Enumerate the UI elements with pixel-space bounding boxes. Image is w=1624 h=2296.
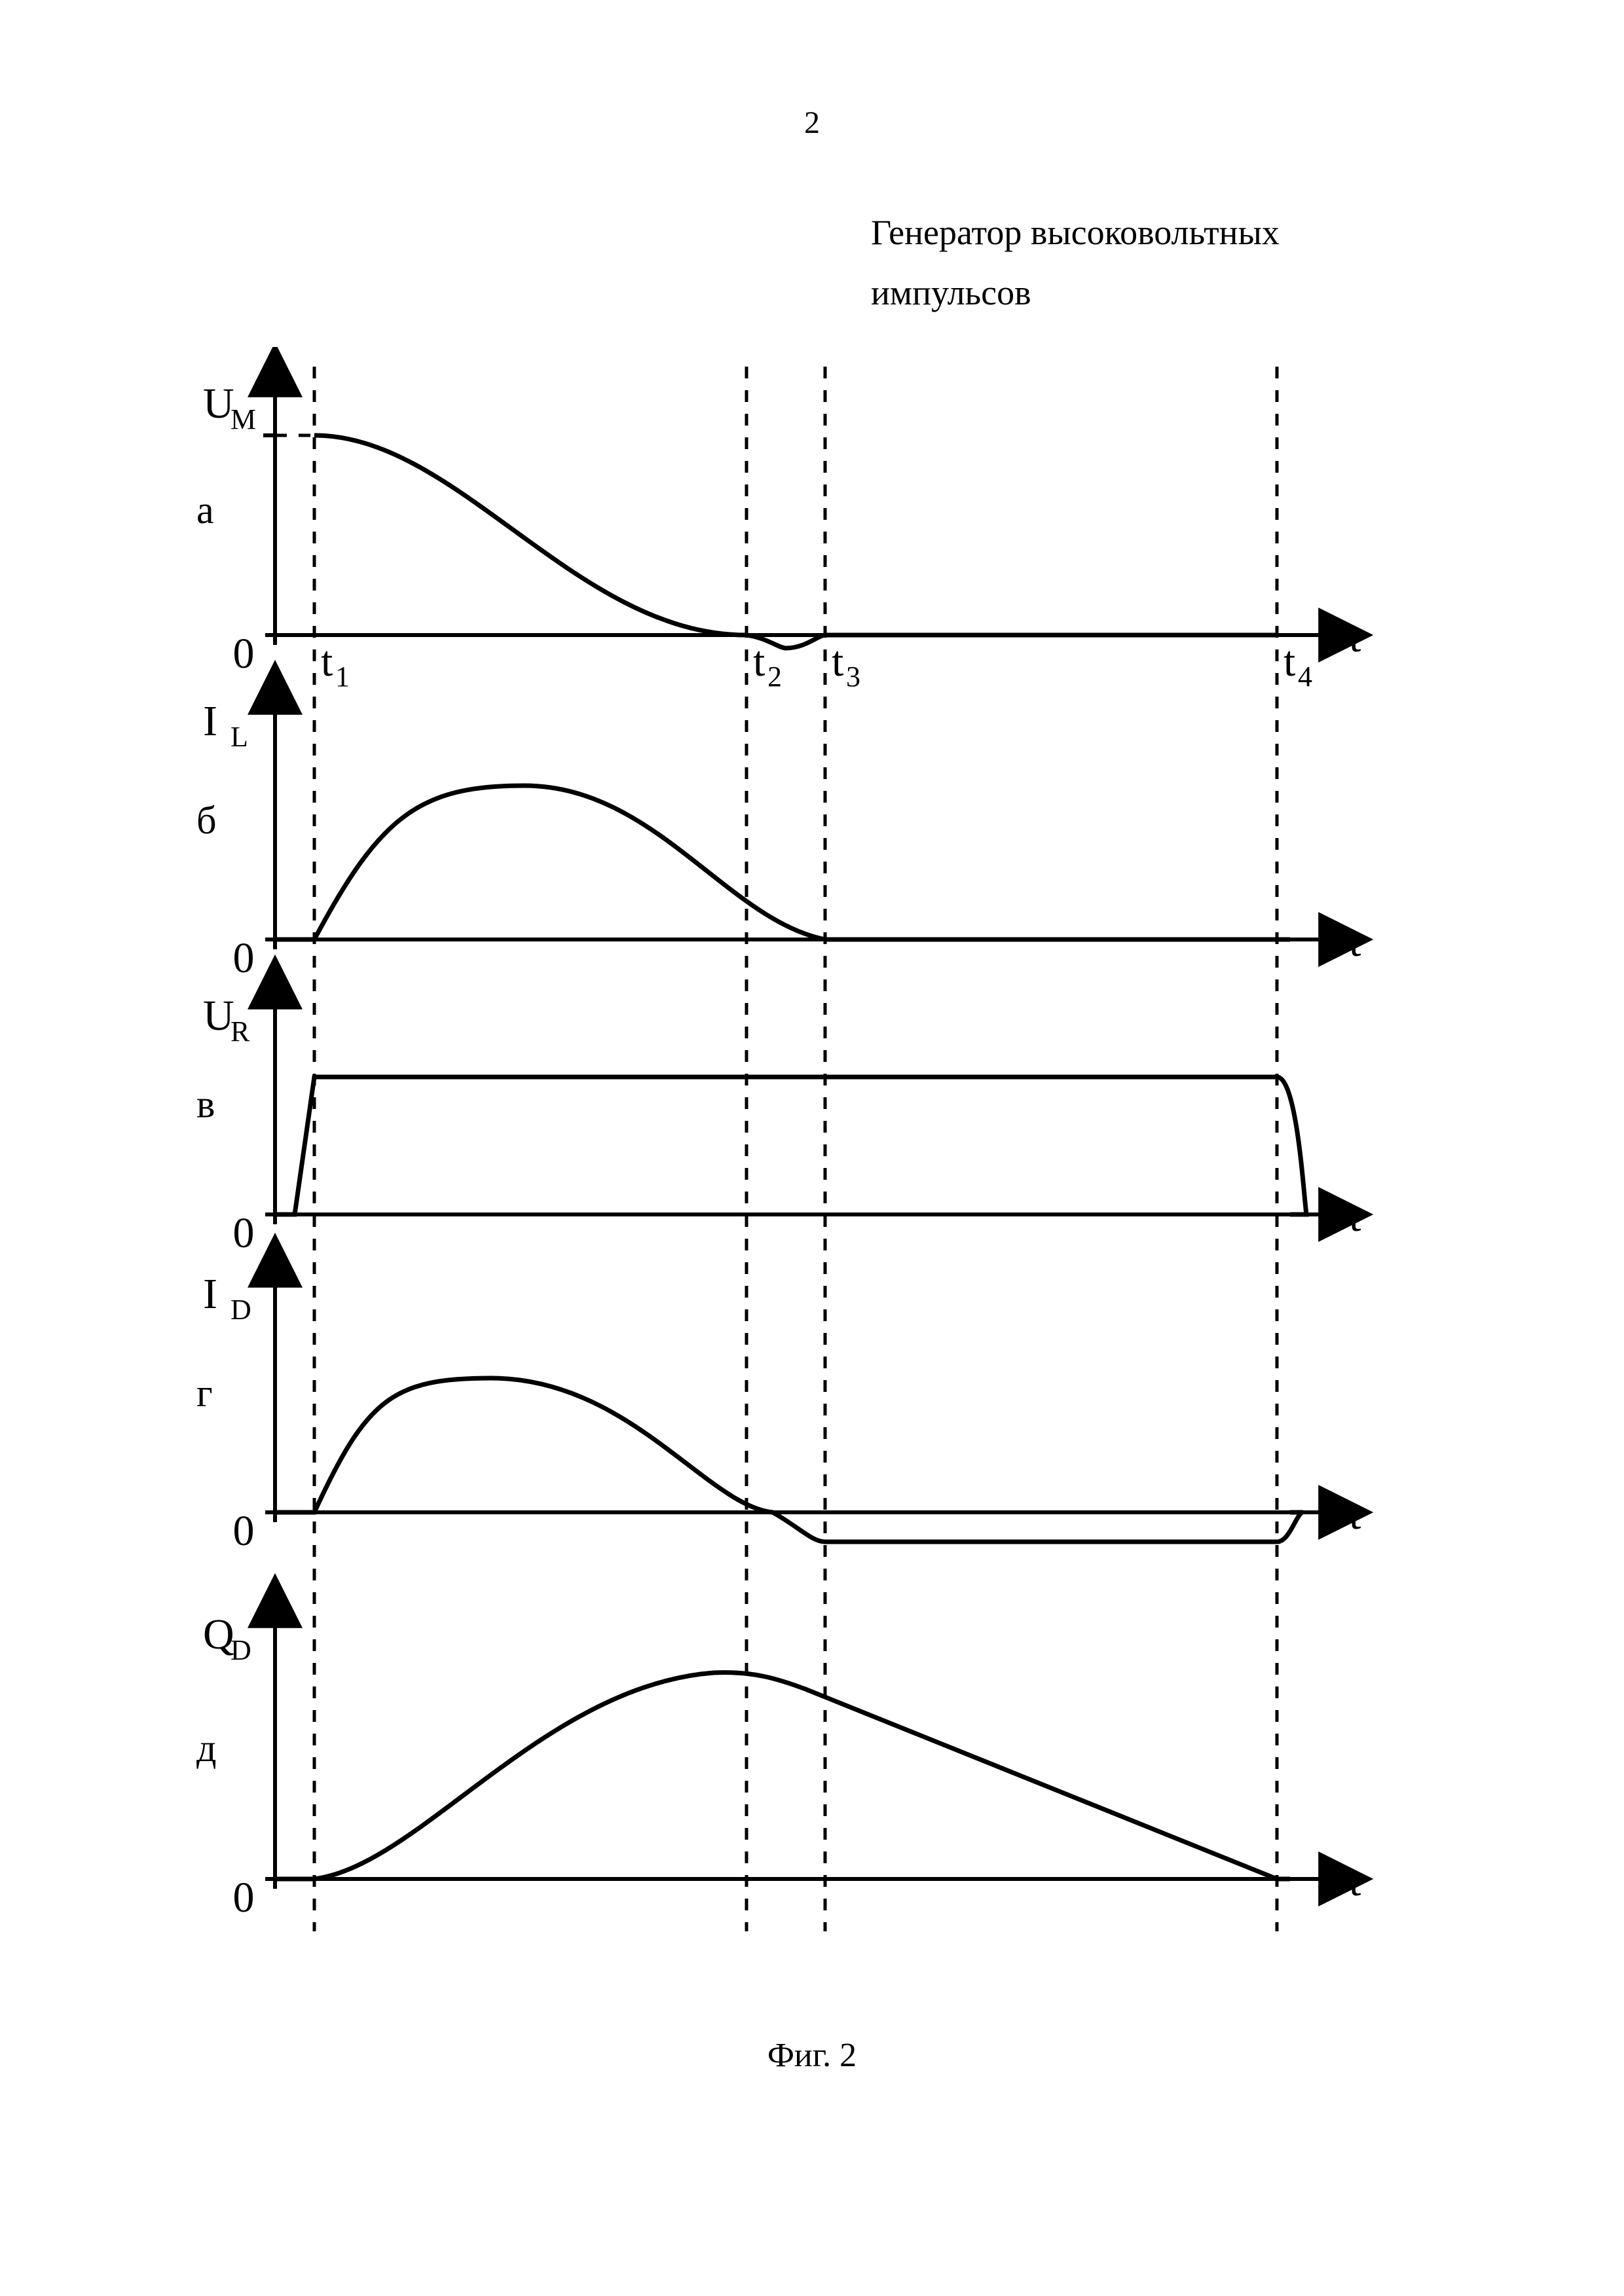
svg-text:R: R [231, 1015, 250, 1048]
svg-text:0: 0 [233, 1507, 255, 1555]
svg-text:t: t [1349, 1491, 1361, 1539]
svg-text:U: U [203, 380, 234, 428]
svg-text:M: M [231, 403, 256, 435]
svg-text:t: t [832, 638, 843, 685]
svg-text:б: б [196, 799, 217, 842]
svg-text:0: 0 [233, 934, 255, 982]
title-line-1: Генератор высоковольтных [871, 203, 1280, 263]
svg-text:t: t [1349, 1857, 1361, 1905]
svg-text:2: 2 [767, 661, 782, 693]
svg-text:г: г [196, 1372, 213, 1415]
panel-a: 0UMtаt1t2t3t4 [196, 380, 1361, 693]
svg-text:0: 0 [233, 630, 255, 678]
svg-text:1: 1 [335, 661, 350, 693]
svg-text:t: t [1349, 918, 1361, 966]
figure-caption: Фиг. 2 [767, 2036, 857, 2075]
svg-text:L: L [231, 721, 248, 753]
svg-text:Q: Q [203, 1611, 234, 1658]
svg-text:t: t [1349, 1193, 1361, 1241]
svg-text:t: t [753, 638, 765, 685]
panel-e: 0 QDt д [196, 1611, 1361, 1922]
svg-text:D: D [231, 1634, 251, 1666]
svg-text:4: 4 [1298, 661, 1312, 693]
svg-text:t: t [1349, 613, 1361, 661]
svg-text:0: 0 [233, 1209, 255, 1257]
document-title: Генератор высоковольтных импульсов [871, 203, 1280, 323]
svg-text:t: t [321, 638, 333, 685]
page-number: 2 [804, 105, 820, 141]
svg-text:3: 3 [846, 661, 860, 693]
svg-text:t: t [1283, 638, 1295, 685]
timing-diagram-figure: 0UMtаt1t2t3t40ILtб0URtв0IDtг0QDtд [177, 347, 1421, 1931]
svg-text:д: д [196, 1726, 217, 1770]
svg-text:I: I [203, 697, 217, 745]
svg-text:а: а [196, 488, 214, 532]
svg-text:0: 0 [233, 1874, 255, 1922]
panel-c: 0 URt в [196, 992, 1361, 1257]
panel-d: 0 IDt г [196, 1270, 1361, 1555]
svg-text:D: D [231, 1294, 251, 1326]
svg-text:U: U [203, 992, 234, 1040]
panel-b: 0 ILt б [196, 697, 1361, 982]
svg-text:I: I [203, 1270, 217, 1318]
svg-text:в: в [196, 1083, 215, 1126]
title-line-2: импульсов [871, 263, 1280, 323]
